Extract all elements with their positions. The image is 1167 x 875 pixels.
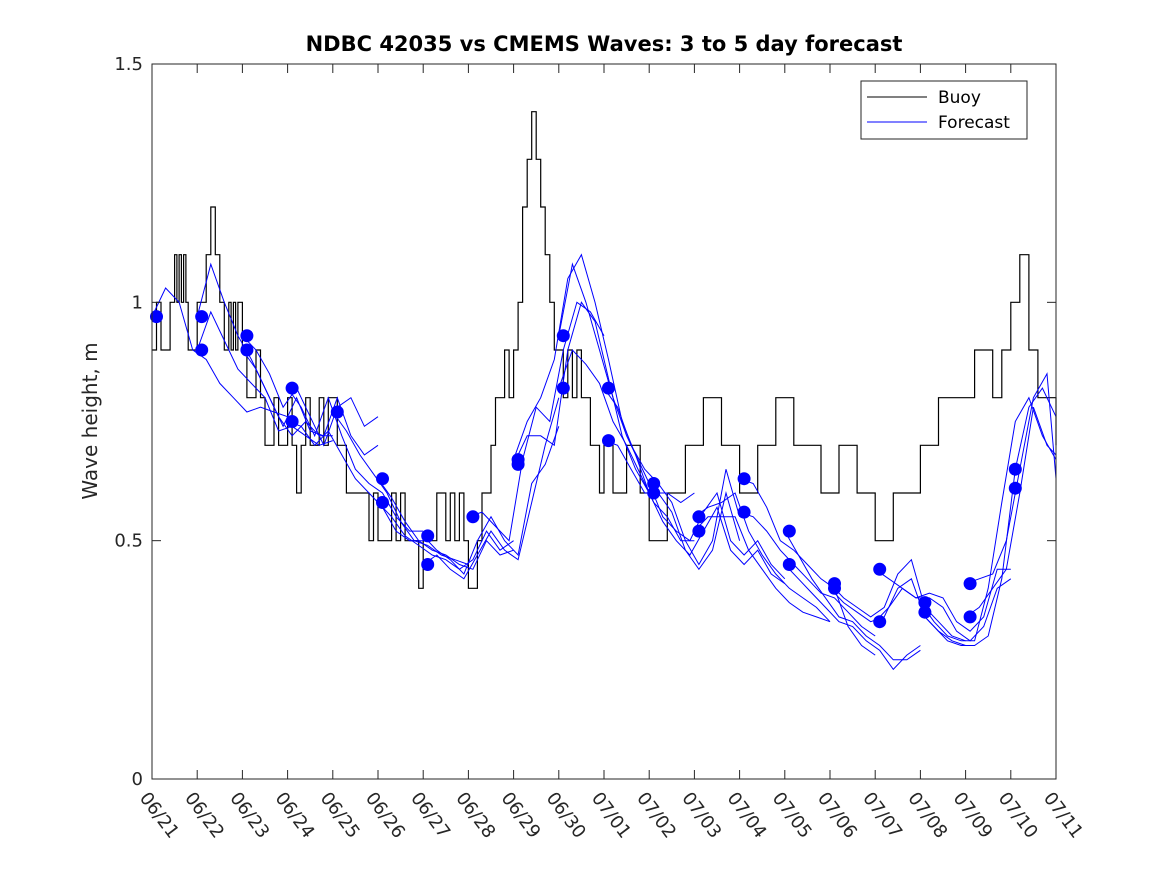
legend-forecast-label: Forecast	[938, 113, 1010, 133]
forecast-point	[240, 329, 254, 343]
forecast-line-9	[377, 478, 514, 570]
forecast-point	[376, 496, 389, 509]
forecast-point	[602, 381, 615, 395]
forecast-point	[828, 581, 841, 595]
forecast-line-21	[648, 492, 786, 585]
y-tick-label: 1	[132, 292, 143, 313]
forecast-line-30	[874, 568, 1011, 632]
forecast-line-34	[965, 372, 1057, 585]
forecast-line-7	[287, 421, 424, 542]
forecast-point	[1008, 462, 1022, 476]
y-tick-label: 0.5	[114, 531, 143, 552]
forecast-point	[918, 605, 932, 619]
forecast-point	[737, 472, 751, 486]
forecast-line-28	[829, 558, 966, 642]
legend: Buoy Forecast	[860, 80, 1028, 140]
forecast-point	[918, 596, 932, 610]
forecast-point	[963, 577, 977, 591]
forecast-line-5	[241, 349, 379, 456]
forecast-line-25	[739, 511, 876, 637]
forecast-line-33	[920, 387, 1057, 646]
forecast-point	[195, 343, 209, 357]
forecast-point	[150, 310, 163, 324]
forecast-line-22	[694, 492, 831, 623]
forecast-point	[240, 343, 254, 357]
forecast-point	[873, 615, 887, 629]
forecast-point	[692, 510, 706, 524]
buoy-series	[152, 111, 1057, 589]
forecast-point	[285, 381, 299, 395]
forecast-line-11	[422, 426, 560, 575]
forecast-line-32	[919, 396, 1057, 642]
forecast-point	[782, 558, 796, 571]
forecast-point	[963, 610, 977, 624]
forecast-line-1	[151, 287, 288, 418]
chart-title: NDBC 42035 vs CMEMS Waves: 3 to 5 day fo…	[306, 32, 903, 56]
forecast-point	[376, 472, 389, 486]
forecast-points	[150, 310, 1022, 629]
y-axis-label: Wave height, m	[78, 342, 102, 499]
forecast-line-19	[603, 440, 741, 571]
legend-buoy-label: Buoy	[938, 88, 981, 108]
forecast-line-10	[377, 502, 514, 570]
forecast-line-12	[422, 397, 560, 580]
buoy-line	[152, 111, 1057, 589]
forecast-line-24	[739, 478, 876, 656]
forecast-line-4	[242, 335, 379, 447]
forecast-point	[737, 505, 751, 519]
forecast-line-26	[784, 530, 921, 661]
forecast-line-35	[965, 407, 1057, 618]
legend-box	[860, 80, 1028, 140]
forecast-point	[556, 381, 570, 395]
forecast-line-17	[558, 349, 695, 542]
forecast-line-15	[513, 301, 650, 494]
forecast-line-23	[694, 516, 831, 623]
forecast-point	[421, 529, 435, 543]
forecast-point	[647, 486, 661, 500]
forecast-line-29	[829, 578, 966, 646]
forecast-point	[602, 434, 615, 448]
forecast-point	[421, 558, 435, 571]
forecast-point	[466, 510, 480, 524]
forecast-point	[511, 457, 525, 471]
forecast-line-27	[784, 564, 921, 671]
forecast-point	[647, 477, 661, 490]
forecast-line-13	[468, 301, 605, 542]
forecast-point	[285, 415, 299, 428]
forecast-point	[556, 329, 570, 343]
forecast-line-31	[874, 578, 1012, 642]
forecast-point	[330, 405, 344, 419]
y-tick-label: 1.5	[114, 54, 143, 75]
forecast-point	[782, 524, 796, 538]
forecast-series	[151, 253, 1057, 671]
forecast-line-16	[558, 262, 695, 504]
y-tick-label: 0	[132, 769, 143, 790]
forecast-line-20	[648, 483, 786, 580]
forecast-point	[873, 562, 887, 576]
forecast-point	[1008, 481, 1022, 495]
forecast-point	[195, 310, 209, 324]
forecast-point	[692, 524, 706, 538]
